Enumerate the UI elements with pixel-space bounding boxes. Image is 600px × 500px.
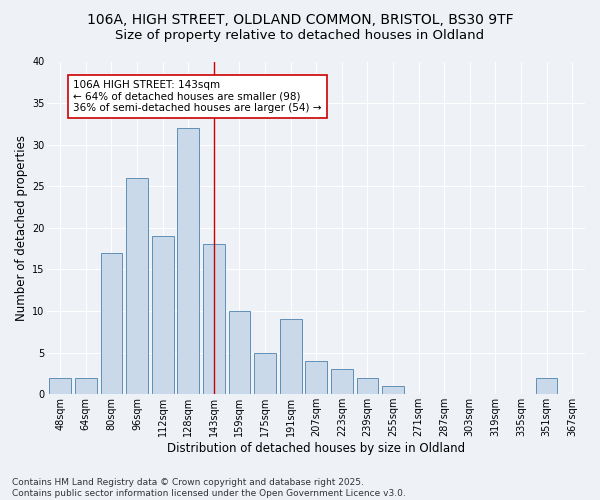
Bar xyxy=(152,236,173,394)
Bar xyxy=(229,311,250,394)
Y-axis label: Number of detached properties: Number of detached properties xyxy=(15,135,28,321)
Bar xyxy=(101,253,122,394)
Bar xyxy=(75,378,97,394)
Bar xyxy=(536,378,557,394)
X-axis label: Distribution of detached houses by size in Oldland: Distribution of detached houses by size … xyxy=(167,442,465,455)
Bar xyxy=(382,386,404,394)
Bar xyxy=(254,352,276,394)
Bar xyxy=(49,378,71,394)
Text: Size of property relative to detached houses in Oldland: Size of property relative to detached ho… xyxy=(115,28,485,42)
Bar xyxy=(305,361,327,394)
Bar xyxy=(178,128,199,394)
Bar xyxy=(126,178,148,394)
Text: 106A, HIGH STREET, OLDLAND COMMON, BRISTOL, BS30 9TF: 106A, HIGH STREET, OLDLAND COMMON, BRIST… xyxy=(86,12,514,26)
Text: 106A HIGH STREET: 143sqm
← 64% of detached houses are smaller (98)
36% of semi-d: 106A HIGH STREET: 143sqm ← 64% of detach… xyxy=(73,80,322,113)
Bar xyxy=(331,369,353,394)
Bar xyxy=(280,320,302,394)
Text: Contains HM Land Registry data © Crown copyright and database right 2025.
Contai: Contains HM Land Registry data © Crown c… xyxy=(12,478,406,498)
Bar xyxy=(203,244,225,394)
Bar xyxy=(356,378,378,394)
